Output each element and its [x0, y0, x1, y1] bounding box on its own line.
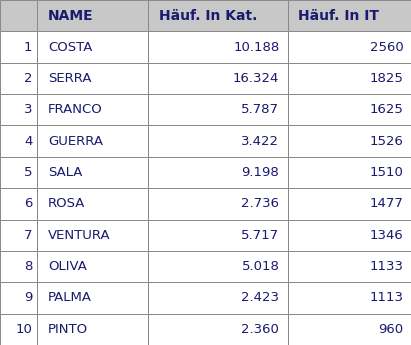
Text: SALA: SALA	[48, 166, 83, 179]
Bar	[148, 251, 288, 282]
Text: 2560: 2560	[370, 41, 404, 53]
Text: 2.423: 2.423	[241, 292, 279, 304]
Bar	[0, 126, 37, 157]
Bar	[288, 126, 411, 157]
Bar	[148, 94, 288, 126]
Text: 5.018: 5.018	[241, 260, 279, 273]
Bar	[148, 188, 288, 219]
Text: 1825: 1825	[370, 72, 404, 85]
Bar	[37, 0, 148, 31]
Bar	[148, 219, 288, 251]
Bar	[37, 157, 148, 188]
Bar	[0, 282, 37, 314]
Text: Häuf. In Kat.: Häuf. In Kat.	[159, 9, 258, 23]
Bar	[288, 63, 411, 94]
Text: COSTA: COSTA	[48, 41, 92, 53]
Text: 1133: 1133	[369, 260, 404, 273]
Bar	[37, 94, 148, 126]
Text: 5.717: 5.717	[241, 229, 279, 242]
Bar	[288, 188, 411, 219]
Bar	[288, 0, 411, 31]
Text: 8: 8	[24, 260, 32, 273]
Text: NAME: NAME	[48, 9, 94, 23]
Text: 1526: 1526	[370, 135, 404, 148]
Text: 1477: 1477	[370, 197, 404, 210]
Bar	[0, 251, 37, 282]
Text: 9.198: 9.198	[242, 166, 279, 179]
Bar	[288, 94, 411, 126]
Text: 16.324: 16.324	[233, 72, 279, 85]
Text: 3.422: 3.422	[241, 135, 279, 148]
Bar	[288, 282, 411, 314]
Bar	[0, 0, 37, 31]
Bar	[37, 282, 148, 314]
Text: PINTO: PINTO	[48, 323, 88, 336]
Text: 1510: 1510	[370, 166, 404, 179]
Bar	[0, 31, 37, 63]
Bar	[148, 126, 288, 157]
Bar	[0, 219, 37, 251]
Text: 1346: 1346	[370, 229, 404, 242]
Bar	[148, 314, 288, 345]
Text: OLIVA: OLIVA	[48, 260, 87, 273]
Bar	[0, 94, 37, 126]
Bar	[288, 251, 411, 282]
Bar	[288, 314, 411, 345]
Text: FRANCO: FRANCO	[48, 103, 103, 116]
Bar	[37, 219, 148, 251]
Bar	[37, 63, 148, 94]
Bar	[288, 219, 411, 251]
Bar	[37, 251, 148, 282]
Bar	[37, 188, 148, 219]
Text: 1625: 1625	[370, 103, 404, 116]
Text: 1: 1	[24, 41, 32, 53]
Text: 2.360: 2.360	[241, 323, 279, 336]
Text: 2: 2	[24, 72, 32, 85]
Text: SERRA: SERRA	[48, 72, 92, 85]
Text: 5.787: 5.787	[241, 103, 279, 116]
Text: 10: 10	[16, 323, 32, 336]
Text: 3: 3	[24, 103, 32, 116]
Text: 7: 7	[24, 229, 32, 242]
Bar	[0, 63, 37, 94]
Bar	[148, 157, 288, 188]
Bar	[0, 314, 37, 345]
Bar	[148, 31, 288, 63]
Text: PALMA: PALMA	[48, 292, 92, 304]
Bar	[37, 31, 148, 63]
Bar	[288, 157, 411, 188]
Text: 9: 9	[24, 292, 32, 304]
Bar	[148, 0, 288, 31]
Bar	[288, 31, 411, 63]
Bar	[0, 188, 37, 219]
Text: VENTURA: VENTURA	[48, 229, 111, 242]
Text: 6: 6	[24, 197, 32, 210]
Text: 1113: 1113	[369, 292, 404, 304]
Text: 4: 4	[24, 135, 32, 148]
Text: 960: 960	[379, 323, 404, 336]
Text: GUERRA: GUERRA	[48, 135, 103, 148]
Text: Häuf. In IT: Häuf. In IT	[298, 9, 379, 23]
Bar	[37, 126, 148, 157]
Text: 5: 5	[24, 166, 32, 179]
Text: ROSA: ROSA	[48, 197, 85, 210]
Text: 2.736: 2.736	[241, 197, 279, 210]
Bar	[0, 157, 37, 188]
Text: 10.188: 10.188	[233, 41, 279, 53]
Bar	[148, 63, 288, 94]
Bar	[37, 314, 148, 345]
Bar	[148, 282, 288, 314]
